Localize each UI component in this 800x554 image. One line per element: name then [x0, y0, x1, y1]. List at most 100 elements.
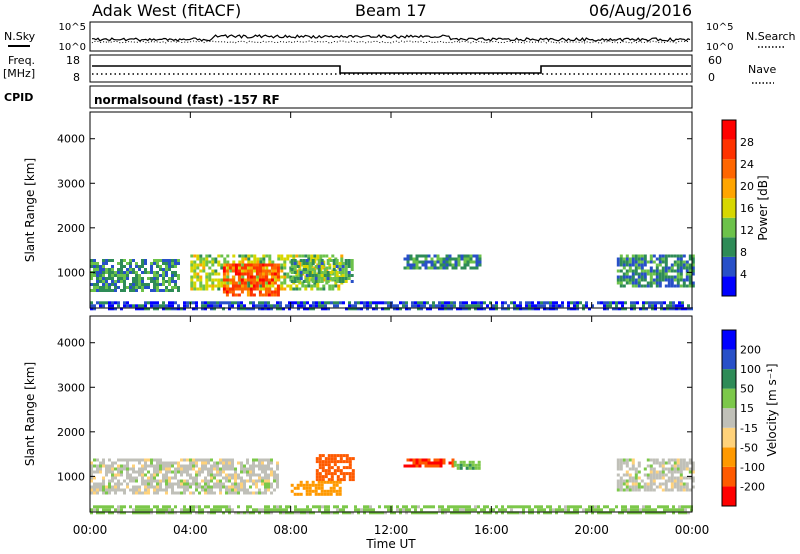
heatmap-cell — [225, 464, 228, 468]
heatmap-cell — [99, 286, 102, 289]
heatmap-cell — [619, 488, 623, 492]
heatmap-cell — [676, 257, 680, 261]
heatmap-cell — [615, 304, 618, 308]
heatmap-cell — [237, 473, 240, 477]
heatmap-cell — [96, 271, 99, 274]
heatmap-cell — [628, 467, 632, 471]
heatmap-cell — [552, 301, 555, 305]
range-gate-region — [90, 301, 693, 311]
heatmap-cell — [522, 307, 525, 311]
heatmap-cell — [222, 287, 226, 291]
heatmap-cell — [276, 473, 279, 477]
heatmap-cell — [144, 262, 147, 265]
heatmap-cell — [162, 280, 165, 283]
heatmap-cell — [237, 263, 241, 267]
heatmap-cell — [93, 476, 96, 480]
heatmap-cell — [630, 304, 633, 308]
heatmap-cell — [323, 268, 327, 271]
heatmap-cell — [667, 461, 671, 465]
heatmap-cell — [631, 263, 635, 267]
heatmap-cell — [300, 304, 303, 308]
heatmap-cell — [664, 266, 668, 270]
heatmap-cell — [436, 257, 440, 261]
heatmap-cell — [685, 275, 689, 279]
heatmap-cell — [573, 301, 576, 305]
heatmap-cell — [519, 307, 522, 311]
heatmap-cell — [219, 482, 222, 486]
heatmap-cell — [144, 488, 147, 492]
heatmap-cell — [246, 269, 250, 273]
heatmap-cell — [199, 281, 203, 285]
heatmap-cell — [646, 260, 650, 264]
heatmap-cell — [138, 268, 141, 271]
heatmap-cell — [162, 271, 165, 274]
heatmap-cell — [420, 307, 423, 311]
heatmap-cell — [630, 508, 633, 512]
heatmap-cell — [192, 476, 195, 480]
heatmap-cell — [249, 269, 253, 273]
heatmap-cell — [576, 301, 579, 305]
heatmap-cell — [186, 479, 189, 483]
heatmap-cell — [426, 511, 429, 515]
heatmap-cell — [180, 307, 183, 311]
heatmap-cell — [174, 274, 177, 277]
heatmap-cell — [90, 464, 93, 468]
heatmap-cell — [165, 274, 168, 277]
heatmap-cell — [153, 470, 156, 474]
heatmap-cell — [225, 458, 228, 462]
heatmap-cell — [201, 488, 204, 492]
heatmap-cell — [634, 281, 638, 285]
heatmap-cell — [658, 482, 662, 486]
heatmap-cell — [670, 266, 674, 270]
heatmap-cell — [471, 508, 474, 512]
heatmap-cell — [225, 263, 229, 267]
heatmap-cell — [267, 464, 270, 468]
heatmap-cell — [344, 268, 348, 271]
heatmap-cell — [651, 511, 654, 515]
date-title: 06/Aug/2016 — [589, 1, 692, 20]
range-gate-region — [290, 480, 342, 496]
heatmap-cell — [108, 274, 111, 277]
heatmap-cell — [150, 473, 153, 477]
heatmap-cell — [688, 275, 692, 279]
heatmap-cell — [309, 511, 312, 515]
heatmap-cell — [195, 505, 198, 509]
heatmap-cell — [156, 461, 159, 465]
heatmap-cell — [305, 483, 309, 487]
heatmap-cell — [247, 260, 251, 264]
colorbar-tick-label: -15 — [740, 422, 758, 435]
heatmap-cell — [180, 458, 183, 462]
heatmap-cell — [237, 485, 240, 489]
heatmap-cell — [655, 257, 659, 261]
heatmap-cell — [193, 266, 197, 270]
heatmap-cell — [664, 473, 668, 477]
heatmap-cell — [322, 287, 326, 291]
heatmap-cell — [150, 458, 153, 462]
heatmap-cell — [156, 473, 159, 477]
heatmap-cell — [93, 488, 96, 492]
heatmap-cell — [299, 259, 303, 262]
heatmap-cell — [229, 269, 233, 273]
heatmap-cell — [249, 470, 252, 474]
heatmap-cell — [135, 274, 138, 277]
heatmap-cell — [93, 274, 96, 277]
heatmap-cell — [108, 286, 111, 289]
heatmap-cell — [295, 272, 299, 276]
heatmap-cell — [261, 266, 265, 270]
heatmap-cell — [228, 307, 231, 311]
heatmap-cell — [213, 508, 216, 512]
heatmap-cell — [147, 458, 150, 462]
heatmap-cell — [640, 263, 644, 267]
heatmap-cell — [231, 485, 234, 489]
heatmap-cell — [243, 488, 246, 492]
heatmap-cell — [309, 307, 312, 311]
heatmap-cell — [445, 257, 449, 261]
heatmap-cell — [183, 304, 186, 308]
heatmap-cell — [427, 458, 431, 462]
heatmap-cell — [305, 271, 309, 274]
heatmap-cell — [468, 460, 472, 464]
heatmap-cell — [327, 460, 331, 464]
heatmap-cell — [93, 464, 96, 468]
heatmap-cell — [296, 492, 300, 496]
heatmap-cell — [147, 491, 150, 495]
